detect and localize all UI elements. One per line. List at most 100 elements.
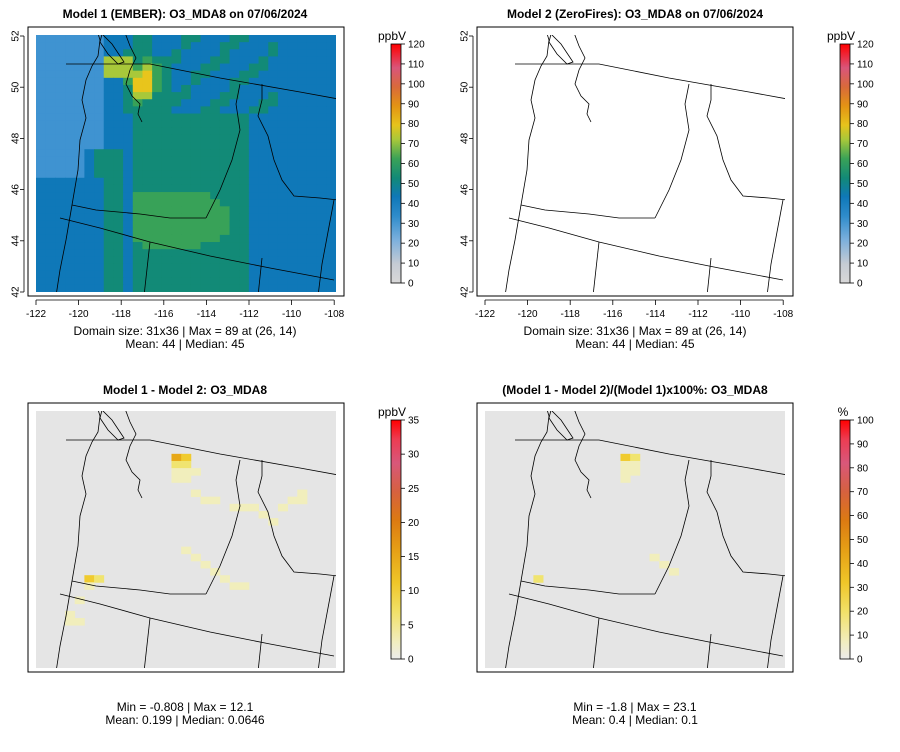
boundary-line [520,204,655,219]
grid-cell [316,56,327,65]
grid-cell [181,270,192,279]
grid-cell [277,220,289,229]
map-background [36,411,336,668]
boundary-line [125,35,143,123]
grid-cell [258,234,269,243]
grid-cell [152,284,163,292]
concentration-grid [36,35,336,292]
grid-cell [239,582,250,590]
grid-cell [229,156,240,165]
grid-cell [248,284,260,292]
grid-cell [268,134,279,143]
grid-cell [65,277,76,286]
grid-cell [287,92,298,100]
grid-cell [36,113,47,122]
grid-cell [142,184,153,193]
colorbar-tick-label: 90 [857,439,869,450]
grid-cell [181,106,192,115]
grid-cell [113,42,124,50]
grid-cell [277,35,289,43]
boundary-line [71,580,206,595]
grid-cell [219,84,231,93]
grid-cell [297,149,308,157]
grid-cell [277,163,289,172]
grid-cell [55,77,66,86]
grid-cell [287,213,298,222]
grid-cell [45,220,56,229]
grid-cell [200,149,211,157]
grid-cell [103,184,115,193]
grid-cell [123,156,134,165]
grid-cell [248,184,260,193]
colorbar-tick-label: 50 [857,535,869,546]
grid-cell [210,277,221,286]
grid-cell [268,63,279,72]
grid-cell [65,106,76,115]
grid-cell [239,92,250,100]
grid-cell [181,142,192,150]
x-axis: -122 -120 -118 -116 -114 -112 -110 -108 [475,299,794,320]
grid-cell [190,149,202,157]
grid-cell [84,249,95,257]
grid-cell [161,113,173,122]
grid-cell [103,113,115,122]
grid-cell [142,106,153,115]
grid-cell [94,56,105,65]
grid-cell [190,156,202,165]
grid-cell [36,149,47,157]
panel-model2: Model 2 (ZeroFires): O3_MDA8 on 07/06/20… [460,7,874,351]
grid-cell [84,270,95,279]
grid-cell [190,170,202,179]
grid-cell [297,92,308,100]
grid-cell [84,227,95,236]
grid-cell [297,284,308,292]
grid-cell [94,256,105,265]
grid-cell [268,106,279,115]
grid-cell [239,206,250,215]
x-tick-label: -112 [239,309,259,320]
colorbar-tick-label: 40 [408,199,420,210]
grid-cell [142,56,153,65]
grid-cell [200,120,211,129]
grid-cell [171,142,182,150]
grid-cell [287,35,298,43]
grid-cell [297,106,308,115]
grid-cell [219,284,231,292]
grid-cell [239,184,250,193]
boundary-line [56,411,101,668]
grid-cell [258,263,269,272]
grid-cell [190,284,202,292]
grid-cell [297,77,308,86]
grid-cell [103,63,115,72]
grid-cell [123,70,134,79]
grid-cell [210,92,221,100]
grid-cell [316,277,327,286]
grid-cell [200,92,211,100]
grid-cell [45,177,56,186]
grid-cell [620,475,631,483]
grid-cell [190,120,202,129]
grid-cell [287,63,298,72]
grid-cell [142,113,153,122]
grid-cell [326,113,336,122]
grid-cell [200,163,211,172]
grid-cell [210,227,221,236]
grid-cell [190,56,202,65]
grid-cell [103,134,115,143]
grid-cell [268,42,279,50]
grid-cell [74,227,85,236]
grid-cell [210,63,221,72]
y-tick-label: 46 [11,184,22,196]
grid-cell [142,134,153,143]
grid-cell [113,220,124,229]
grid-cell [210,177,221,186]
panel-percent-difference: (Model 1 - Model 2)/(Model 1)x100%: O3_M… [476,383,874,727]
grid-cell [132,284,144,292]
grid-cell [65,84,76,93]
grid-cell [200,220,211,229]
grid-cell [161,142,173,150]
grid-cell [219,70,231,79]
grid-cell [219,220,231,229]
grid-cell [36,213,47,222]
grid-cell [113,227,124,236]
